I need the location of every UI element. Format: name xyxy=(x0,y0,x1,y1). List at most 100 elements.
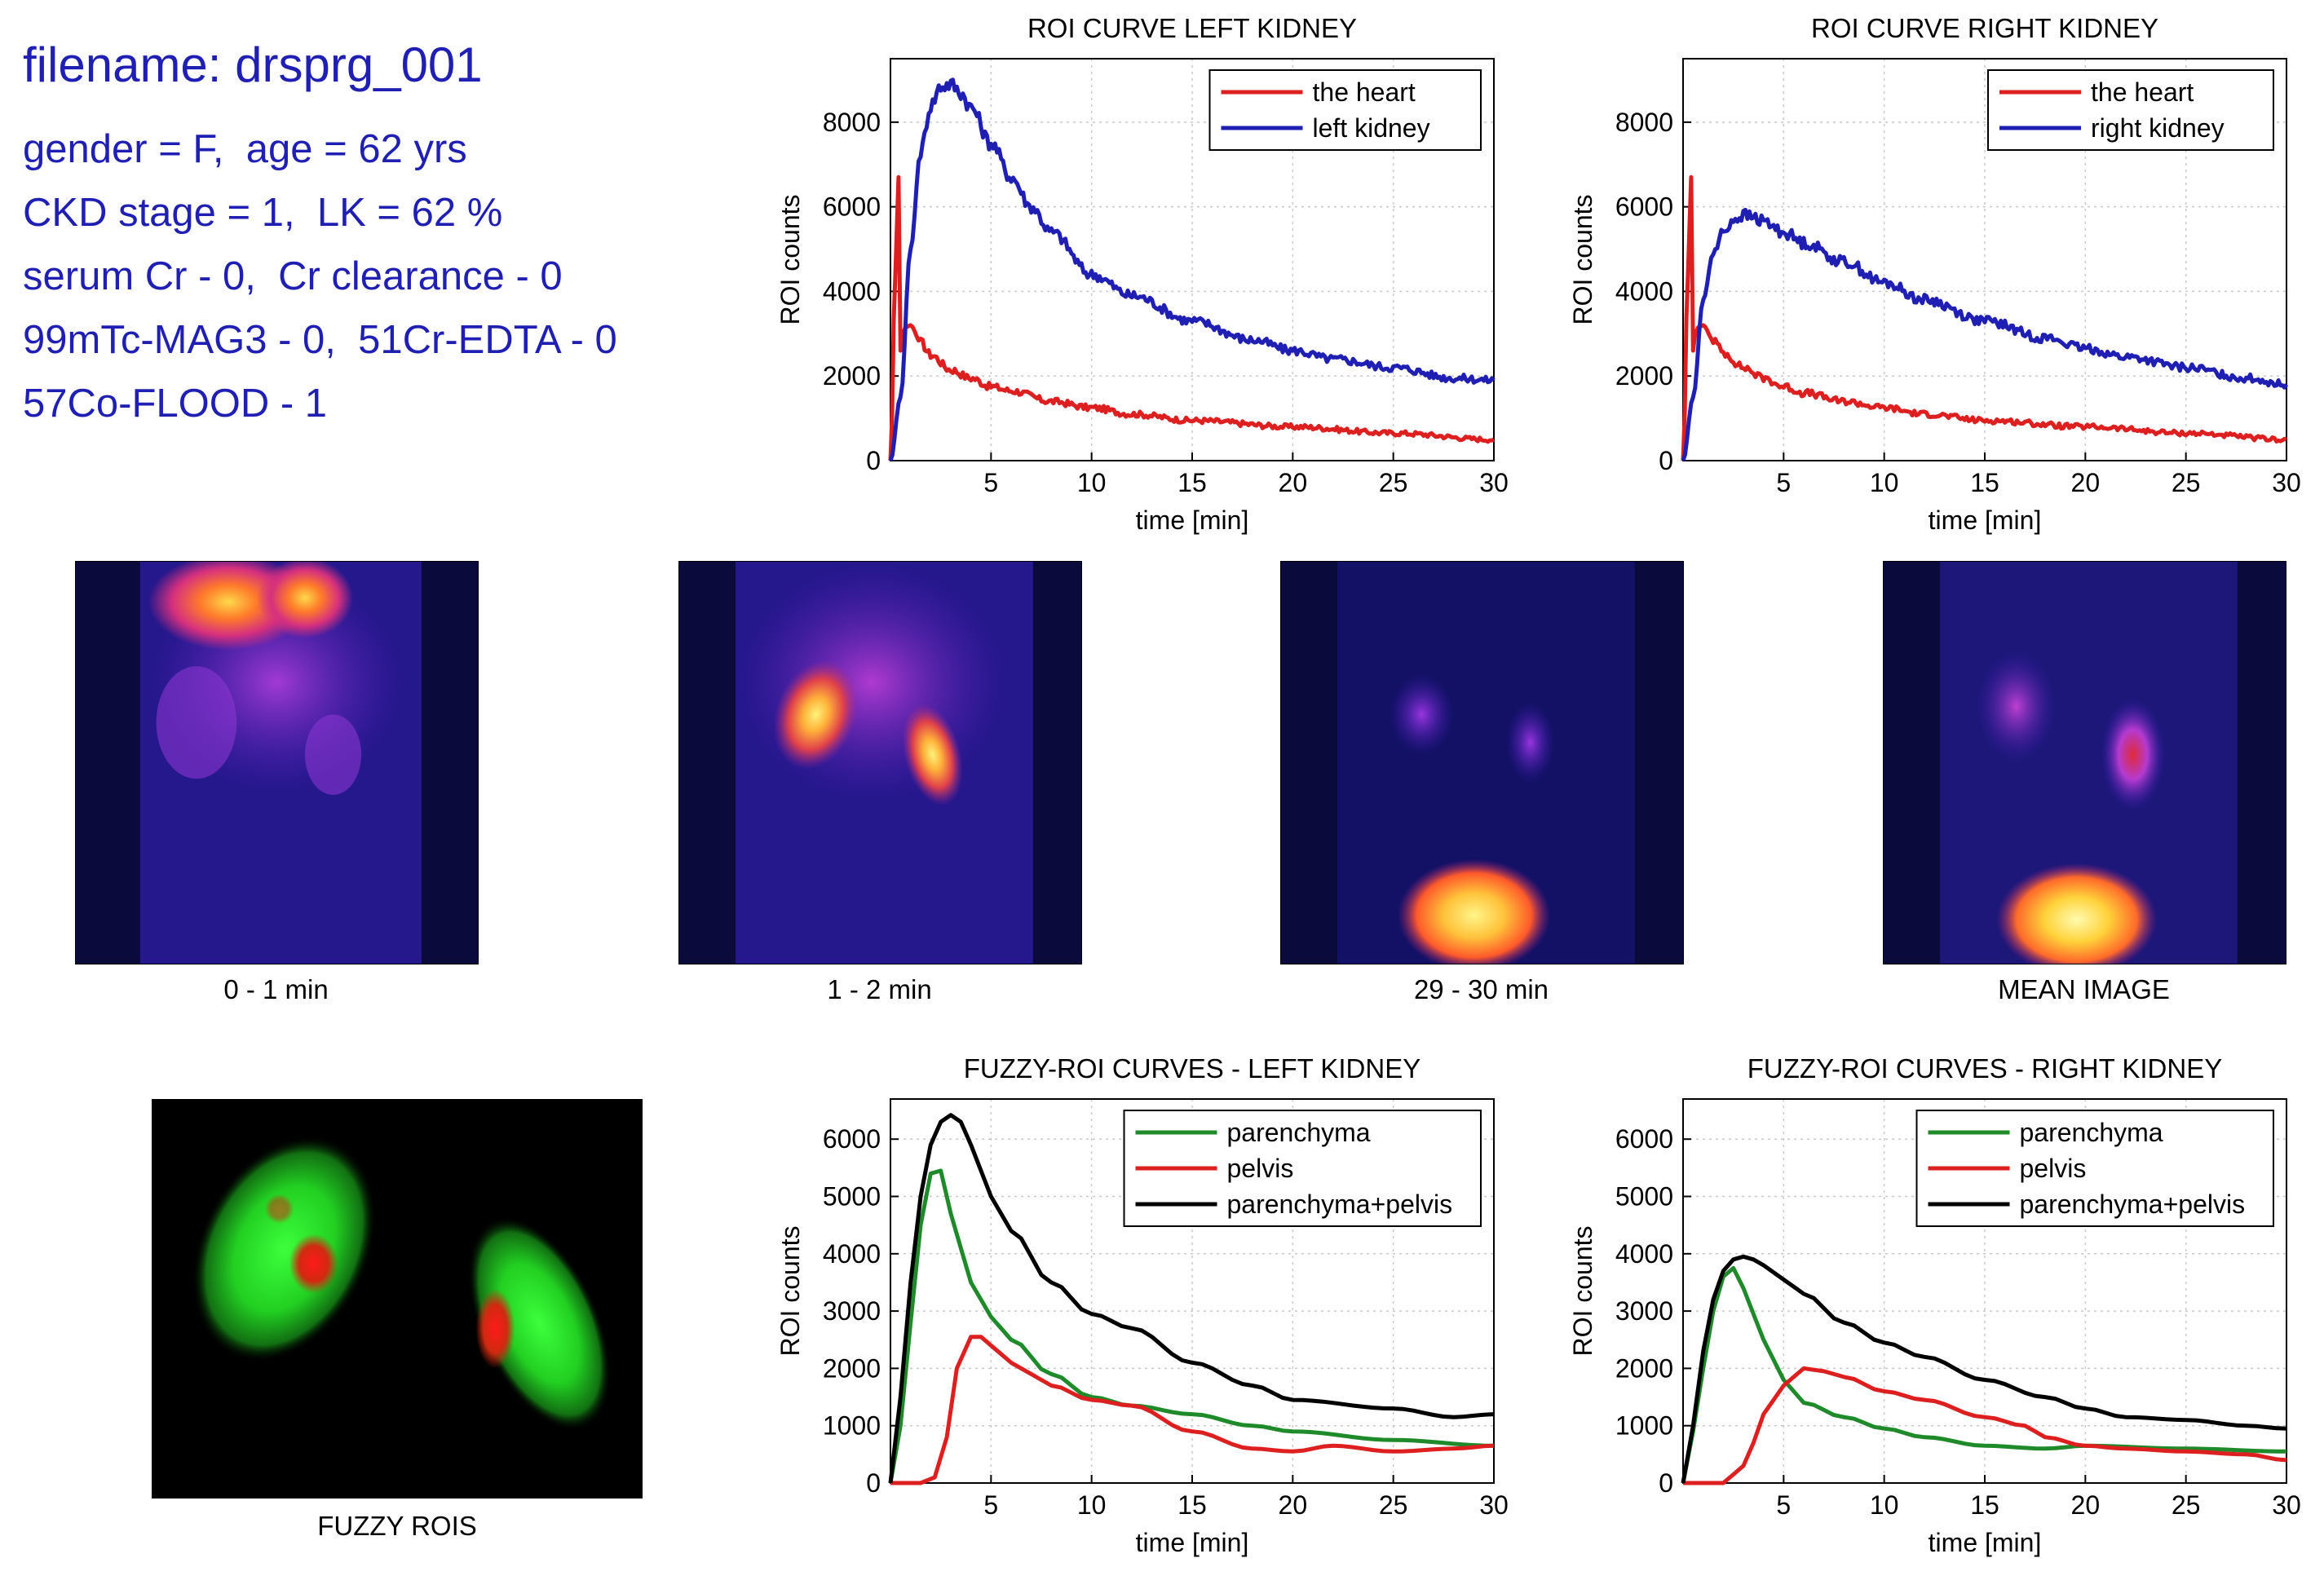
y-tick-label: 1000 xyxy=(1615,1411,1673,1441)
series-line-left-kidney xyxy=(888,77,1496,461)
fuzzy-rois-image xyxy=(152,1099,643,1499)
legend-label-parenchyma-pelvis: parenchyma+pelvis xyxy=(2020,1190,2246,1219)
legend-label-parenchyma-pelvis: parenchyma+pelvis xyxy=(1227,1190,1453,1219)
scan-frame-1-2-min xyxy=(678,561,1082,964)
legend-label-parenchyma: parenchyma xyxy=(1227,1118,1371,1147)
scan-caption-1-2-min: 1 - 2 min xyxy=(827,974,932,1004)
x-tick-label: 20 xyxy=(2071,468,2101,497)
y-tick-label: 0 xyxy=(866,1468,881,1498)
series-line-the-heart xyxy=(1681,174,2287,461)
legend-label-right-kidney: right kidney xyxy=(2091,113,2225,143)
y-tick-label: 0 xyxy=(1659,446,1673,475)
y-tick-label: 6000 xyxy=(1615,1124,1673,1154)
chart-title: FUZZY-ROI CURVES - LEFT KIDNEY xyxy=(964,1053,1420,1084)
chart-title: ROI CURVE LEFT KIDNEY xyxy=(1027,13,1357,43)
x-tick-label: 5 xyxy=(983,1490,998,1520)
ckd-stage-line: CKD stage = 1, LK = 62 % xyxy=(23,191,503,235)
x-tick-label: 25 xyxy=(1379,1490,1408,1520)
y-tick-label: 2000 xyxy=(823,1353,881,1383)
x-tick-label: 15 xyxy=(1970,1490,1999,1520)
x-tick-label: 30 xyxy=(1479,468,1509,497)
y-tick-label: 8000 xyxy=(1615,108,1673,137)
fuzzy-roi-left-kidney-chart: FUZZY-ROI CURVES - LEFT KIDNEY 5 10 15 20 25 3… xyxy=(775,1053,1509,1557)
legend-label-the-heart: the heart xyxy=(2091,77,2194,107)
y-axis-label: ROI counts xyxy=(775,1225,805,1356)
x-axis-label: time [min] xyxy=(1136,505,1249,535)
chart-title: FUZZY-ROI CURVES - RIGHT KIDNEY xyxy=(1747,1053,2222,1084)
tracer-line: 99mTc-MAG3 - 0, 51Cr-EDTA - 0 xyxy=(23,318,617,362)
scan-frame-0-1-min xyxy=(75,561,479,964)
x-tick-label: 30 xyxy=(2272,1490,2301,1520)
series-line-parenchyma xyxy=(1681,1265,2287,1484)
x-tick-label: 30 xyxy=(2272,468,2301,497)
x-axis-label: time [min] xyxy=(1929,505,2042,535)
legend-label-the-heart: the heart xyxy=(1313,77,1416,107)
y-tick-label: 3000 xyxy=(823,1296,881,1326)
y-tick-label: 2000 xyxy=(1615,1353,1673,1383)
x-tick-label: 25 xyxy=(1379,468,1408,497)
x-tick-label: 20 xyxy=(1279,1490,1308,1520)
x-tick-label: 10 xyxy=(1077,1490,1107,1520)
x-tick-label: 25 xyxy=(2172,468,2201,497)
y-tick-label: 4000 xyxy=(1615,276,1673,306)
scan-caption-0-1-min: 0 - 1 min xyxy=(223,974,329,1004)
y-tick-label: 4000 xyxy=(823,1239,881,1269)
y-tick-label: 2000 xyxy=(823,361,881,391)
x-tick-label: 30 xyxy=(1479,1490,1509,1520)
patient-info-panel: filename: drsprg_001 gender = F, age = 6… xyxy=(23,41,740,435)
y-tick-label: 1000 xyxy=(823,1411,881,1441)
scan-frame-mean-image xyxy=(1883,561,2286,964)
x-tick-label: 25 xyxy=(2172,1490,2201,1520)
y-tick-label: 4000 xyxy=(823,276,881,306)
gender-age-line: gender = F, age = 62 yrs xyxy=(23,127,467,171)
y-tick-label: 4000 xyxy=(1615,1239,1673,1269)
x-axis-label: time [min] xyxy=(1136,1528,1249,1557)
y-axis-label: ROI counts xyxy=(1568,1225,1597,1356)
series-line-pelvis xyxy=(890,1335,1495,1485)
x-tick-label: 15 xyxy=(1177,468,1207,497)
fuzzy-rois-caption: FUZZY ROIS xyxy=(317,1511,477,1541)
legend-label-left-kidney: left kidney xyxy=(1313,113,1430,143)
y-tick-label: 0 xyxy=(1659,1468,1673,1498)
legend-box xyxy=(1208,69,1482,151)
y-tick-label: 3000 xyxy=(1615,1296,1673,1326)
x-tick-label: 5 xyxy=(983,468,998,497)
x-tick-label: 5 xyxy=(1776,1490,1791,1520)
chart-title: ROI CURVE RIGHT KIDNEY xyxy=(1811,13,2158,43)
legend-label-parenchyma: parenchyma xyxy=(2020,1118,2163,1147)
y-tick-label: 5000 xyxy=(823,1182,881,1212)
legend-box xyxy=(1987,69,2274,151)
series-line-right-kidney xyxy=(1681,207,2289,461)
y-axis-label: ROI counts xyxy=(775,194,805,324)
x-tick-label: 20 xyxy=(1279,468,1308,497)
scan-caption-29-30-min: 29 - 30 min xyxy=(1413,974,1549,1004)
series-line-parenchyma xyxy=(888,1168,1495,1484)
y-tick-label: 6000 xyxy=(823,192,881,222)
series-line-the-heart xyxy=(888,174,1496,461)
legend-label-pelvis: pelvis xyxy=(1227,1154,1294,1183)
serum-cr-line: serum Cr - 0, Cr clearance - 0 xyxy=(23,254,563,298)
fuzzy-roi-right-kidney-chart: FUZZY-ROI CURVES - RIGHT KIDNEY 5 10 15 20 25… xyxy=(1568,1053,2301,1557)
x-tick-label: 5 xyxy=(1776,468,1791,497)
roi-curve-left-kidney-chart: ROI CURVE LEFT KIDNEY 5 10 15 20 25 30 0 2000 400… xyxy=(775,13,1509,535)
series-line-parenchyma-pelvis xyxy=(888,1113,1495,1484)
roi-curve-right-kidney-chart: ROI CURVE RIGHT KIDNEY 5 10 15 20 25 30 0 2000 40… xyxy=(1568,13,2301,535)
series-line-pelvis xyxy=(1683,1366,2287,1485)
y-axis-label: ROI counts xyxy=(1568,194,1597,324)
scan-frame-29-30-min xyxy=(1280,561,1684,964)
x-axis-label: time [min] xyxy=(1929,1528,2042,1557)
x-tick-label: 15 xyxy=(1970,468,1999,497)
y-tick-label: 8000 xyxy=(823,108,881,137)
y-tick-label: 6000 xyxy=(823,1124,881,1154)
x-tick-label: 15 xyxy=(1177,1490,1207,1520)
y-tick-label: 5000 xyxy=(1615,1182,1673,1212)
flood-line: 57Co-FLOOD - 1 xyxy=(23,382,328,426)
x-tick-label: 10 xyxy=(1870,468,1899,497)
y-tick-label: 0 xyxy=(866,446,881,475)
legend-label-pelvis: pelvis xyxy=(2020,1154,2087,1183)
y-tick-label: 2000 xyxy=(1615,361,1673,391)
scan-caption-mean-image: MEAN IMAGE xyxy=(1998,974,2170,1004)
series-line-parenchyma-pelvis xyxy=(1681,1254,2287,1484)
y-tick-label: 6000 xyxy=(1615,192,1673,222)
x-tick-label: 20 xyxy=(2071,1490,2101,1520)
